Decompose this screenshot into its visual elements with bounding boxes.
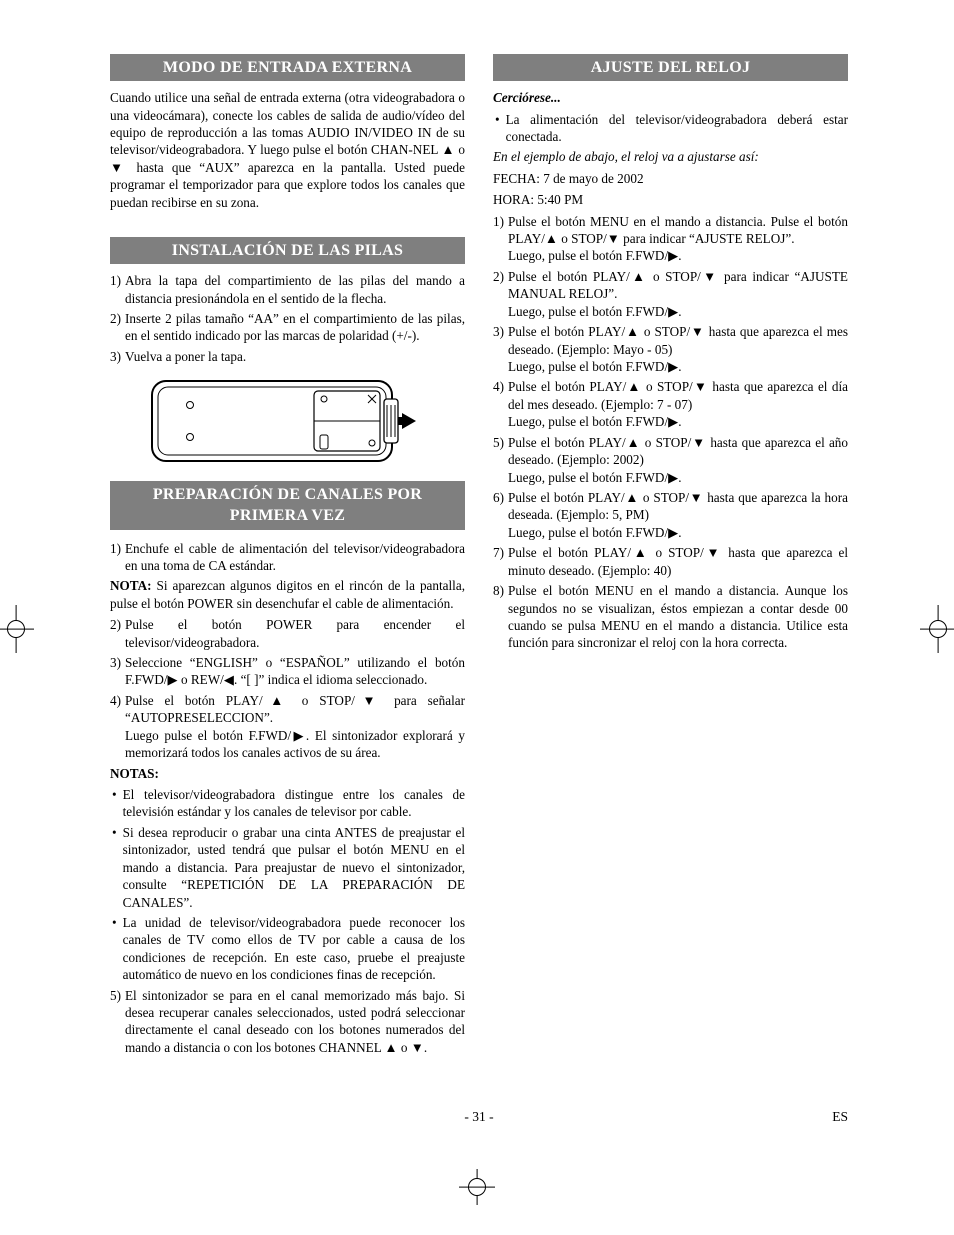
reloj-step-2: 2) Pulse el botón PLAY/▲ o STOP/▼ para i… (493, 268, 848, 320)
left-column: MODO DE ENTRADA EXTERNA Cuando utilice u… (110, 54, 465, 1059)
crop-mark-bottom (459, 1169, 495, 1205)
heading-pilas: INSTALACIÓN DE LAS PILAS (110, 237, 465, 264)
modo-body: Cuando utilice una señal de entrada exte… (110, 89, 465, 211)
prep-step-3: 3) Seleccione “ENGLISH” o “ESPAÑOL” util… (110, 654, 465, 689)
prep-nota: NOTA: Si aparezcan algunos digitos en el… (110, 577, 465, 612)
crop-mark-left (0, 611, 34, 647)
reloj-step-5: 5) Pulse el botón PLAY/▲ o STOP/▼ hasta … (493, 434, 848, 486)
crop-mark-right (920, 611, 954, 647)
prep-step-4: 4) Pulse el botón PLAY/▲ o STOP/▼ para s… (110, 692, 465, 762)
ejemplo-intro: En el ejemplo de abajo, el reloj va a aj… (493, 148, 848, 165)
prep-step-5: 5) El sintonizador se para en el canal m… (110, 987, 465, 1057)
page-lang: ES (832, 1108, 848, 1126)
prep-step-1: 1) Enchufe el cable de alimentación del … (110, 540, 465, 575)
pilas-step-1: 1) Abra la tapa del compartimiento de la… (110, 272, 465, 307)
heading-reloj: AJUSTE DEL RELOJ (493, 54, 848, 81)
reloj-step-6: 6) Pulse el botón PLAY/▲ o STOP/▼ hasta … (493, 489, 848, 541)
heading-modo: MODO DE ENTRADA EXTERNA (110, 54, 465, 81)
pilas-step-3: 3) Vuelva a poner la tapa. (110, 348, 465, 365)
notas-bullet-1: • El televisor/videograbadora distingue … (110, 786, 465, 821)
heading-preparacion: PREPARACIÓN DE CANALES POR PRIMERA VEZ (110, 481, 465, 529)
reloj-step-4: 4) Pulse el botón PLAY/▲ o STOP/▼ hasta … (493, 378, 848, 430)
pilas-step-2: 2) Inserte 2 pilas tamaño “AA” en el com… (110, 310, 465, 345)
reloj-step-3: 3) Pulse el botón PLAY/▲ o STOP/▼ hasta … (493, 323, 848, 375)
notas-bullet-3: • La unidad de televisor/videograbadora … (110, 914, 465, 984)
right-column: AJUSTE DEL RELOJ Cerciórese... • La alim… (493, 54, 848, 1059)
prep-step-2: 2) Pulse el botón POWER para encender el… (110, 616, 465, 651)
cerciorese-label: Cerciórese... (493, 89, 848, 106)
reloj-step-7: 7) Pulse el botón PLAY/▲ o STOP/▼ hasta … (493, 544, 848, 579)
notas-label: NOTAS: (110, 765, 465, 782)
fecha: FECHA: 7 de mayo de 2002 (493, 170, 848, 187)
page-number: - 31 - (464, 1108, 493, 1126)
notas-bullet-2: • Si desea reproducir o grabar una cinta… (110, 824, 465, 911)
reloj-step-1: 1) Pulse el botón MENU en el mando a dis… (493, 213, 848, 265)
cerciorese-bullet: • La alimentación del televisor/videogra… (493, 111, 848, 146)
battery-compartment-illustration (146, 375, 430, 467)
hora: HORA: 5:40 PM (493, 191, 848, 208)
reloj-step-8: 8) Pulse el botón MENU en el mando a dis… (493, 582, 848, 652)
page-content: MODO DE ENTRADA EXTERNA Cuando utilice u… (110, 54, 848, 1059)
